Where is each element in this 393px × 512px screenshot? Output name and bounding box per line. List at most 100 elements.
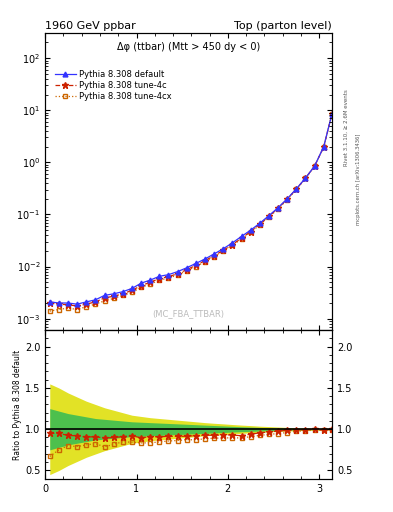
Pythia 8.308 tune-4c [212,252,217,259]
Pythia 8.308 tune-4cx [48,308,52,314]
Pythia 8.308 tune-4c [184,267,189,273]
Pythia 8.308 tune-4c [193,262,198,268]
Pythia 8.308 tune-4cx [84,304,89,310]
Pythia 8.308 default [111,291,116,297]
Pythia 8.308 tune-4cx [175,272,180,278]
Pythia 8.308 default [121,289,125,295]
Pythia 8.308 tune-4c [48,300,52,306]
Pythia 8.308 default [330,111,334,117]
Pythia 8.308 tune-4cx [294,186,299,193]
Line: Pythia 8.308 tune-4c: Pythia 8.308 tune-4c [46,111,335,309]
Pythia 8.308 tune-4c [166,273,171,280]
Pythia 8.308 tune-4cx [121,292,125,298]
Pythia 8.308 tune-4cx [184,268,189,274]
Pythia 8.308 tune-4cx [193,264,198,270]
Pythia 8.308 tune-4cx [93,301,98,307]
Pythia 8.308 tune-4cx [75,307,79,313]
Pythia 8.308 tune-4cx [66,305,70,311]
Pythia 8.308 tune-4cx [303,176,308,182]
Pythia 8.308 tune-4c [121,291,125,297]
Line: Pythia 8.308 default: Pythia 8.308 default [47,112,334,307]
Pythia 8.308 default [276,205,281,211]
Pythia 8.308 tune-4c [285,196,290,202]
Line: Pythia 8.308 tune-4cx: Pythia 8.308 tune-4cx [48,112,334,313]
Pythia 8.308 tune-4c [175,271,180,277]
Pythia 8.308 tune-4cx [248,229,253,236]
Y-axis label: Ratio to Pythia 8.308 default: Ratio to Pythia 8.308 default [13,349,22,460]
Pythia 8.308 tune-4c [157,275,162,282]
Pythia 8.308 tune-4c [221,247,226,253]
Pythia 8.308 default [75,301,79,307]
Pythia 8.308 tune-4c [330,111,334,117]
Text: Top (parton level): Top (parton level) [234,21,332,31]
Pythia 8.308 tune-4cx [239,236,244,242]
Pythia 8.308 default [166,271,171,278]
Pythia 8.308 default [157,273,162,280]
Pythia 8.308 tune-4cx [111,295,116,302]
Pythia 8.308 default [239,233,244,240]
Pythia 8.308 tune-4c [266,214,271,220]
Text: Δφ (ttbar) (Mtt > 450 dy < 0): Δφ (ttbar) (Mtt > 450 dy < 0) [117,42,260,52]
Pythia 8.308 tune-4cx [148,281,152,287]
Pythia 8.308 tune-4cx [312,163,317,169]
Pythia 8.308 tune-4cx [130,289,134,295]
Pythia 8.308 tune-4c [239,235,244,241]
Pythia 8.308 default [102,292,107,298]
Pythia 8.308 default [93,297,98,303]
Pythia 8.308 tune-4cx [257,222,262,228]
Pythia 8.308 tune-4c [230,242,235,248]
Pythia 8.308 default [148,277,152,283]
Pythia 8.308 default [184,265,189,271]
Pythia 8.308 default [48,299,52,305]
Pythia 8.308 default [248,227,253,233]
Pythia 8.308 default [266,212,271,219]
Pythia 8.308 tune-4c [321,144,326,150]
Pythia 8.308 default [84,299,89,305]
Pythia 8.308 tune-4c [276,205,281,211]
Pythia 8.308 default [212,251,217,257]
Pythia 8.308 tune-4cx [166,275,171,281]
Pythia 8.308 tune-4cx [57,307,61,313]
Pythia 8.308 tune-4cx [102,298,107,304]
Pythia 8.308 tune-4cx [266,214,271,220]
Pythia 8.308 tune-4cx [230,242,235,248]
Pythia 8.308 default [193,260,198,266]
Pythia 8.308 tune-4cx [212,253,217,260]
Pythia 8.308 tune-4cx [285,197,290,203]
Text: Rivet 3.1.10, ≥ 2.6M events: Rivet 3.1.10, ≥ 2.6M events [344,90,349,166]
Pythia 8.308 default [66,300,70,306]
Pythia 8.308 default [139,280,143,286]
Pythia 8.308 tune-4c [75,303,79,309]
Pythia 8.308 default [312,163,317,169]
Text: 1960 GeV ppbar: 1960 GeV ppbar [45,21,136,31]
Pythia 8.308 default [221,246,226,252]
Pythia 8.308 tune-4cx [221,248,226,254]
Pythia 8.308 tune-4c [294,186,299,192]
Pythia 8.308 tune-4c [57,301,61,307]
Pythia 8.308 tune-4c [148,279,152,285]
Pythia 8.308 tune-4cx [330,111,334,117]
Legend: Pythia 8.308 default, Pythia 8.308 tune-4c, Pythia 8.308 tune-4cx: Pythia 8.308 default, Pythia 8.308 tune-… [52,67,174,103]
Pythia 8.308 tune-4c [66,302,70,308]
Pythia 8.308 tune-4cx [321,144,326,150]
Pythia 8.308 tune-4c [248,228,253,234]
Pythia 8.308 tune-4c [303,175,308,181]
Pythia 8.308 default [130,285,134,291]
Pythia 8.308 tune-4c [93,299,98,305]
Pythia 8.308 tune-4cx [276,206,281,212]
Pythia 8.308 default [257,220,262,226]
Pythia 8.308 tune-4c [130,287,134,293]
Pythia 8.308 default [203,256,208,262]
Pythia 8.308 tune-4c [203,258,208,264]
Pythia 8.308 tune-4cx [203,259,208,265]
Pythia 8.308 tune-4cx [139,284,143,290]
Pythia 8.308 tune-4c [102,295,107,301]
Pythia 8.308 default [175,269,180,275]
Text: (MC_FBA_TTBAR): (MC_FBA_TTBAR) [152,309,225,318]
Pythia 8.308 default [321,143,326,150]
Pythia 8.308 tune-4c [139,283,143,289]
Pythia 8.308 default [294,186,299,192]
Pythia 8.308 tune-4cx [157,277,162,283]
Pythia 8.308 tune-4c [257,221,262,227]
Pythia 8.308 default [230,240,235,246]
